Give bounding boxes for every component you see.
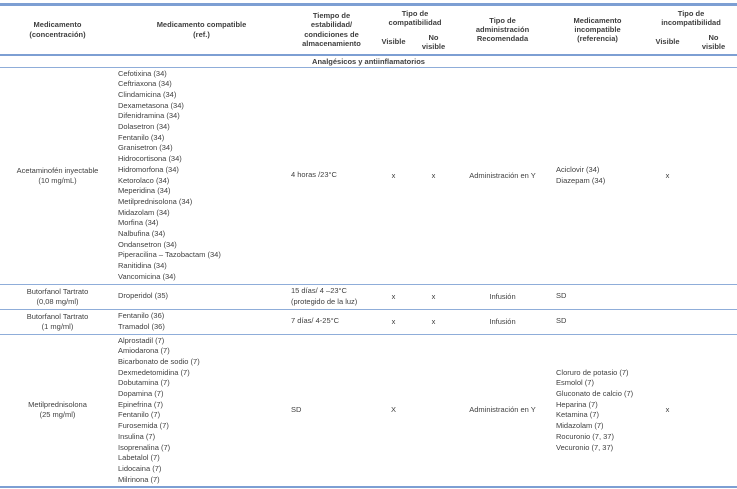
incompat-visible-mark: x	[645, 67, 691, 285]
incompat-not-visible-mark	[690, 334, 737, 489]
stability-cell: 4 horas /23°C	[288, 67, 375, 285]
incompat-not-visible-mark	[690, 284, 737, 310]
compat-not-visible-mark: x	[412, 309, 456, 335]
header-incompat-visible: Visible	[645, 30, 691, 56]
compatible-list-cell: Cefotixina (34) Ceftriaxona (34) Clindam…	[115, 67, 288, 285]
compat-visible-mark: x	[375, 284, 412, 310]
incompat-not-visible-mark	[690, 67, 737, 285]
compat-visible-mark: x	[375, 67, 412, 285]
incompatible-list-cell: SD	[550, 284, 646, 310]
header-compat-visible: Visible	[375, 30, 412, 56]
incompat-visible-mark: x	[645, 334, 691, 489]
header-medicamento-compatible: Medicamento compatible (ref.)	[115, 4, 288, 56]
administration-cell: Infusión	[455, 309, 551, 335]
header-tipo-compatibilidad: Tipo de compatibilidad	[388, 8, 442, 28]
header-medicamento-incompatible: Medicamento incompatible (referencia)	[550, 4, 646, 56]
medication-name-cell: Acetaminofén inyectable (10 mg/mL)	[0, 67, 115, 285]
table-body: Acetaminofén inyectable (10 mg/mL) Cefot…	[0, 67, 737, 489]
compat-visible-mark: X	[375, 334, 412, 489]
incompat-visible-mark	[645, 284, 691, 310]
incompatible-list-cell: SD	[550, 309, 646, 335]
section-title-analgesicos: Analgésicos y antiinflamatorios	[0, 54, 737, 68]
incompat-visible-mark	[645, 309, 691, 335]
header-tiempo-estabilidad: Tiempo de estabilidad/ condiciones de al…	[288, 4, 375, 56]
stability-cell: 7 días/ 4-25°C	[288, 309, 375, 335]
stability-cell: SD	[288, 334, 375, 489]
table-header: Medicamento (concentración) Medicamento …	[0, 4, 737, 68]
table-row-acetaminofen: Acetaminofén inyectable (10 mg/mL) Cefot…	[0, 67, 737, 285]
incompatible-list-cell: Aciclovir (34) Diazepam (34)	[550, 67, 646, 285]
header-incompat-no-visible: No visible	[690, 30, 737, 56]
compat-not-visible-mark: x	[412, 67, 456, 285]
compat-not-visible-mark	[412, 334, 456, 489]
incompatible-list-cell: Cloruro de potasio (7) Esmolol (7) Gluco…	[550, 334, 646, 489]
table-row-butorfanol-1: Butorfanol Tartrato (1 mg/ml) Fentanilo …	[0, 309, 737, 335]
drug-compatibility-table: Medicamento (concentración) Medicamento …	[0, 3, 737, 489]
compatible-list-cell: Alprostadil (7) Amiodarona (7) Bicarbona…	[115, 334, 288, 489]
incompat-not-visible-mark	[690, 309, 737, 335]
medication-name-cell: Butorfanol Tartrato (1 mg/ml)	[0, 309, 115, 335]
compat-visible-mark: x	[375, 309, 412, 335]
administration-cell: Administración en Y	[455, 67, 551, 285]
table-row-butorfanol-008: Butorfanol Tartrato (0,08 mg/ml) Droperi…	[0, 284, 737, 310]
administration-cell: Infusión	[455, 284, 551, 310]
header-tipo-administracion: Tipo de administración Recomendada	[455, 4, 551, 56]
table-row-metilprednisolona: Metilprednisolona (25 mg/ml) Alprostadil…	[0, 334, 737, 489]
header-compat-no-visible: No visible	[412, 30, 456, 56]
medication-name-cell: Butorfanol Tartrato (0,08 mg/ml)	[0, 284, 115, 310]
header-medicamento: Medicamento (concentración)	[0, 4, 115, 56]
compatible-list-cell: Fentanilo (36) Tramadol (36)	[115, 309, 288, 335]
compat-not-visible-mark: x	[412, 284, 456, 310]
stability-cell: 15 días/ 4 –23°C (protegido de la luz)	[288, 284, 375, 310]
header-tipo-incompatibilidad: Tipo de incompatibilidad	[661, 8, 721, 28]
medication-name-cell: Metilprednisolona (25 mg/ml)	[0, 334, 115, 489]
administration-cell: Administración en Y	[455, 334, 551, 489]
compatible-list-cell: Droperidol (35)	[115, 284, 288, 310]
